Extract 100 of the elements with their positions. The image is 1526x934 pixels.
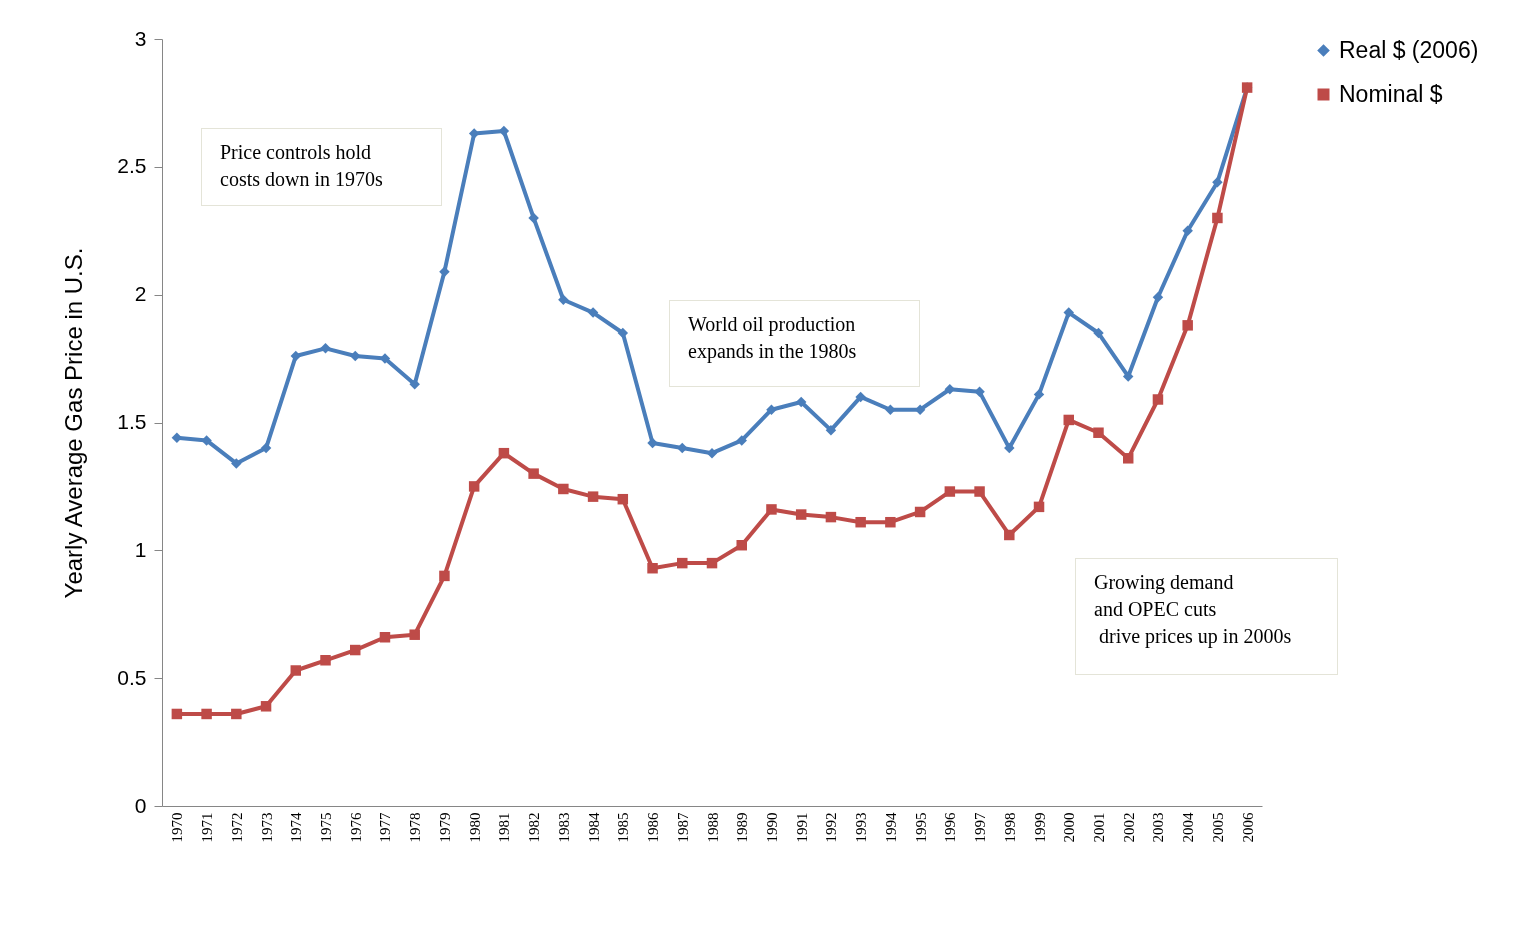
x-tick-label: 1989 xyxy=(734,812,751,843)
point xyxy=(201,708,212,720)
x-tick-label: 1971 xyxy=(199,812,216,843)
point xyxy=(587,307,599,318)
point xyxy=(320,343,331,354)
point xyxy=(320,655,331,666)
x-tick-label: 1973 xyxy=(258,812,275,843)
point xyxy=(439,266,450,277)
x-tick-label: 1980 xyxy=(466,812,483,843)
point xyxy=(855,516,866,528)
point xyxy=(766,504,777,515)
point xyxy=(1063,307,1074,318)
point xyxy=(1004,442,1015,454)
x-tick-label: 2005 xyxy=(1209,812,1226,843)
point xyxy=(468,481,480,492)
x-tick-label: 1988 xyxy=(704,812,721,843)
point xyxy=(528,468,539,479)
point xyxy=(677,557,688,569)
point xyxy=(1212,212,1223,224)
point xyxy=(795,509,807,520)
x-tick-label: 1970 xyxy=(169,812,186,843)
point xyxy=(1093,427,1104,438)
y-tick-label: 1.5 xyxy=(117,410,147,433)
point xyxy=(350,350,361,362)
note-box: Price controls hold costs down in 1970s xyxy=(201,128,442,206)
y-tick-label: 2 xyxy=(134,282,147,306)
point xyxy=(825,424,837,436)
legend-label: Nominal $ xyxy=(1339,80,1443,107)
y-tick-label: 0.5 xyxy=(117,665,147,689)
point xyxy=(290,350,302,362)
point xyxy=(231,458,242,469)
x-tick-label: 1990 xyxy=(763,812,780,843)
point xyxy=(290,665,302,676)
point xyxy=(1063,414,1074,426)
x-tick-label: 1994 xyxy=(882,812,899,843)
x-tick-label: 2001 xyxy=(1090,812,1107,843)
y-axis-title: Yearly Average Gas Price in U.S. xyxy=(60,247,88,599)
point xyxy=(1182,225,1193,236)
x-tick-label: 1974 xyxy=(288,812,305,843)
point xyxy=(617,493,629,505)
point xyxy=(914,506,926,518)
x-tick-label: 1992 xyxy=(823,812,840,843)
point xyxy=(766,404,777,415)
x-tick-label: 1979 xyxy=(436,812,453,843)
point xyxy=(1033,501,1045,513)
x-tick-label: 2002 xyxy=(1120,812,1137,843)
x-tick-label: 1977 xyxy=(377,812,394,843)
point xyxy=(260,701,272,712)
x-tick-label: 1995 xyxy=(912,812,929,843)
x-tick-label: 1993 xyxy=(853,812,870,843)
x-tick-label: 1983 xyxy=(555,812,572,843)
point xyxy=(409,629,420,640)
point xyxy=(1004,529,1015,541)
point xyxy=(677,442,688,454)
point xyxy=(736,435,747,446)
y-tick-label: 2.5 xyxy=(117,154,147,178)
point xyxy=(1152,291,1164,303)
point xyxy=(439,570,450,582)
point xyxy=(1182,320,1193,331)
x-tick-label: 1986 xyxy=(645,812,662,843)
point xyxy=(1122,453,1134,464)
x-tick-label: 1975 xyxy=(318,812,335,843)
point xyxy=(587,491,599,502)
point xyxy=(379,632,391,643)
point xyxy=(1152,394,1164,405)
point xyxy=(498,447,510,459)
y-tick-label: 3 xyxy=(134,26,147,50)
x-tick-label: 1976 xyxy=(347,812,364,843)
x-tick-label: 2006 xyxy=(1239,812,1256,843)
point xyxy=(825,511,837,523)
point xyxy=(974,386,985,398)
x-tick-label: 1998 xyxy=(1001,812,1018,843)
point xyxy=(1212,176,1223,188)
x-tick-label: 2004 xyxy=(1180,812,1197,843)
point xyxy=(855,391,866,403)
point xyxy=(736,539,747,551)
x-tick-label: 1987 xyxy=(674,812,691,843)
note-box: World oil production expands in the 1980s xyxy=(669,300,920,387)
note-box: Growing demand and OPEC cuts drive prices up in 2000s xyxy=(1075,558,1338,675)
x-tick-label: 1991 xyxy=(793,812,810,843)
point xyxy=(795,396,807,408)
point xyxy=(944,486,956,497)
point xyxy=(231,708,242,720)
point xyxy=(1033,389,1045,400)
x-tick-label: 1999 xyxy=(1031,812,1048,843)
x-tick-label: 2003 xyxy=(1150,812,1167,843)
x-tick-label: 1978 xyxy=(407,812,424,843)
x-tick-label: 1997 xyxy=(972,812,989,843)
y-tick-label: 1 xyxy=(134,537,147,561)
point xyxy=(617,327,629,339)
x-tick-label: 1996 xyxy=(942,812,959,843)
x-tick-label: 2000 xyxy=(1061,812,1078,843)
point xyxy=(528,212,539,224)
point xyxy=(409,378,420,390)
point xyxy=(350,644,361,656)
point xyxy=(558,294,569,306)
x-tick-label: 1981 xyxy=(496,812,513,843)
point xyxy=(1122,371,1134,382)
x-tick-label: 1982 xyxy=(526,812,543,843)
legend-label: Real $ (2006) xyxy=(1339,36,1479,63)
